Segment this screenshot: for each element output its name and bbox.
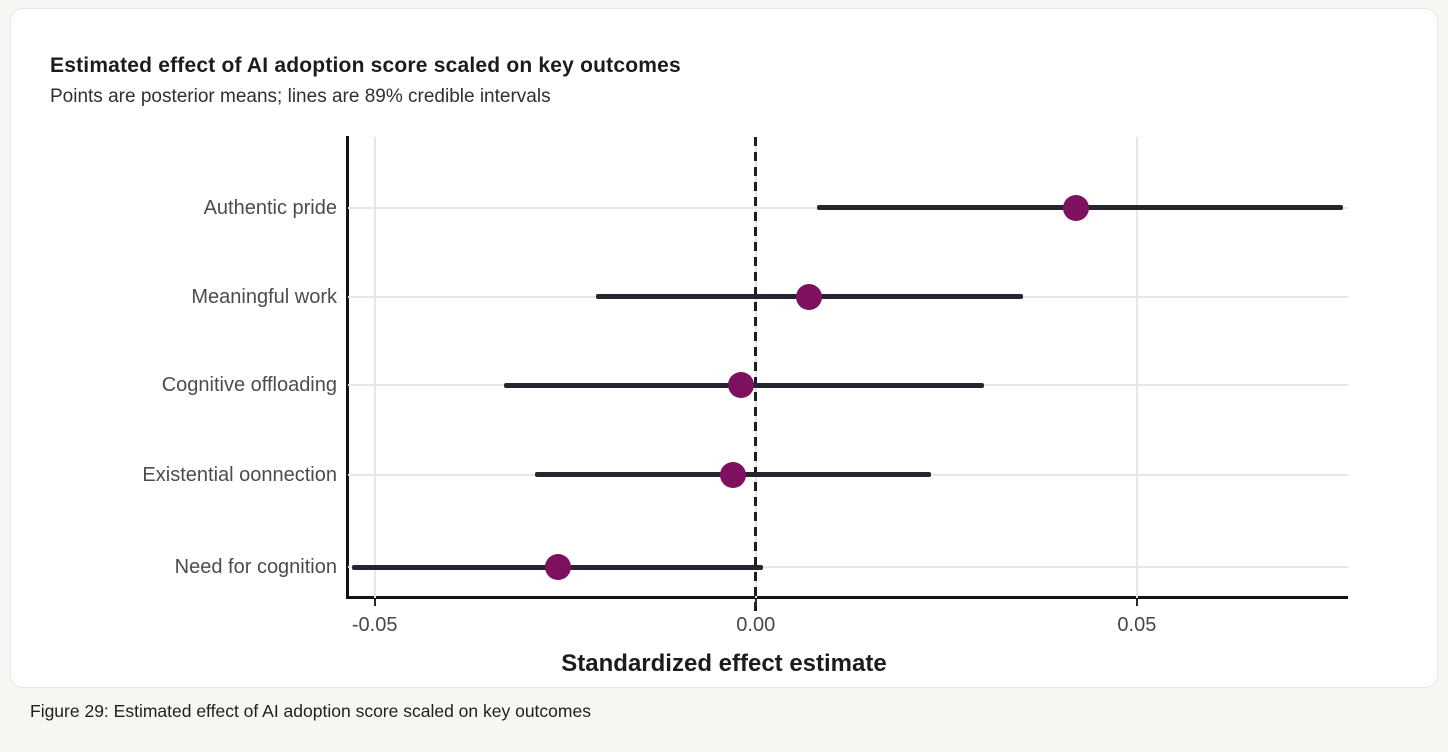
y-axis-category-label: Existential oonnection: [142, 463, 337, 486]
x-tick-label: -0.05: [351, 614, 398, 636]
gridline-vertical: [373, 137, 376, 598]
y-axis-line: [346, 136, 349, 599]
gridline-vertical: [1135, 137, 1138, 598]
y-axis-category-label: Authentic pride: [203, 196, 337, 219]
chart-subtitle: Points are posterior means; lines are 89…: [50, 86, 551, 107]
posterior-mean-dot: [719, 461, 746, 488]
gridline-horizontal: [348, 566, 1348, 569]
posterior-mean-dot: [796, 283, 823, 310]
x-axis-title: Standardized effect estimate: [561, 650, 887, 677]
chart-title: Estimated effect of AI adoption score sc…: [50, 54, 681, 77]
y-axis-category-label: Need for cognition: [174, 556, 337, 579]
posterior-mean-dot: [1062, 194, 1089, 221]
x-axis-line: [346, 596, 1348, 599]
y-axis-category-label: Meaningful work: [191, 285, 337, 308]
figure-caption: Figure 29: Estimated effect of AI adopti…: [30, 701, 591, 721]
plot-area: [348, 137, 1348, 612]
x-tick-mark: [373, 599, 376, 606]
x-tick-mark: [1135, 599, 1138, 606]
x-tick-label: 0.05: [1117, 614, 1157, 636]
x-tick-label: 0.00: [736, 614, 776, 636]
zero-reference-line: [754, 137, 758, 612]
posterior-mean-dot: [727, 372, 754, 399]
chart-card: [10, 8, 1438, 688]
y-axis-category-label: Cognitive offloading: [161, 374, 337, 397]
x-tick-mark: [754, 599, 757, 606]
posterior-mean-dot: [544, 554, 571, 581]
